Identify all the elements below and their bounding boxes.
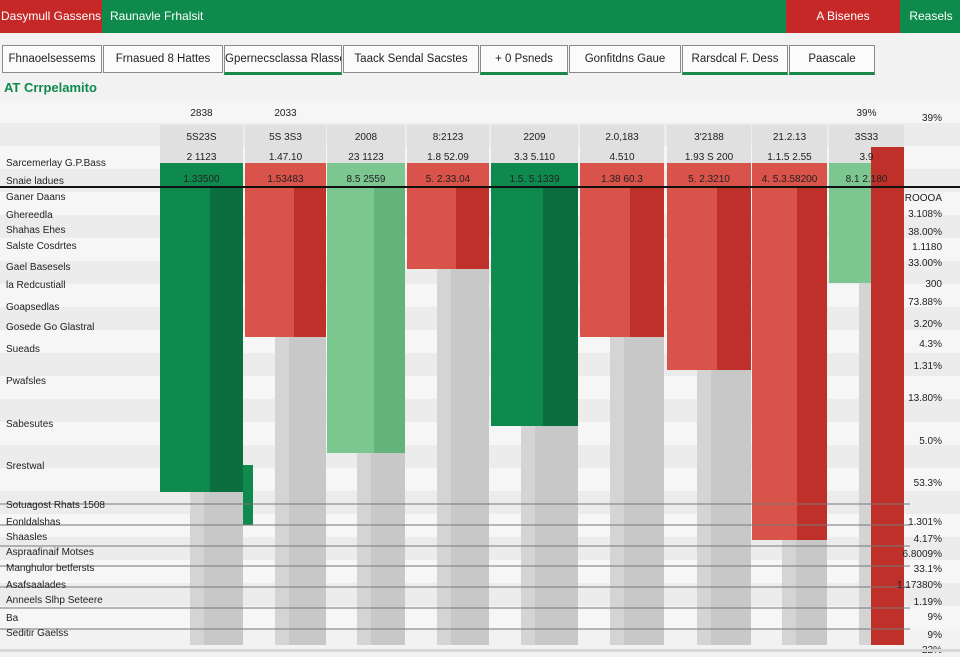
column-header-band bbox=[491, 163, 578, 188]
tab-8[interactable]: Paascale bbox=[789, 45, 875, 75]
tab-bar: Fhnaoelsessems Frnasued 8 Hattes Gpernec… bbox=[0, 45, 960, 75]
gray-column-shade bbox=[289, 337, 326, 645]
gray-column-shade bbox=[711, 370, 751, 645]
value-bar-shade bbox=[456, 188, 489, 269]
gray-column-shade bbox=[535, 426, 578, 645]
gray-column-shade bbox=[204, 492, 243, 645]
column-header-band bbox=[245, 163, 326, 188]
column-header-band bbox=[667, 163, 751, 188]
column-header-band bbox=[407, 163, 489, 188]
gray-column-shade bbox=[796, 540, 827, 645]
column-header-band bbox=[160, 163, 243, 188]
results-button[interactable]: Reasels bbox=[909, 9, 953, 23]
tab-7[interactable]: Rarsdcal F. Dess bbox=[682, 45, 788, 75]
workspace-label[interactable]: Dasymull Gassens bbox=[0, 0, 102, 33]
value-bar-shade bbox=[543, 188, 578, 426]
tab-2[interactable]: Frnasued 8 Hattes bbox=[103, 45, 223, 73]
results-chart bbox=[0, 100, 960, 645]
value-bar-shade bbox=[294, 188, 326, 337]
section-title: AT Crrpelamito bbox=[4, 80, 97, 95]
gray-column-shade bbox=[451, 269, 489, 645]
column-header-band bbox=[580, 163, 664, 188]
column-header-band bbox=[327, 163, 405, 188]
value-bar-shade bbox=[210, 188, 243, 492]
tab-6[interactable]: Gonfitdns Gaue bbox=[569, 45, 681, 73]
column-header-band bbox=[752, 163, 827, 188]
top-navigation-bar: Dasymull Gassens Raunavle Frhalsit A Bis… bbox=[0, 0, 960, 33]
value-bar-shade bbox=[797, 188, 827, 540]
tab-1[interactable]: Fhnaoelsessems bbox=[2, 45, 102, 73]
gray-column-shade bbox=[371, 453, 405, 645]
tab-4[interactable]: Taack Sendal Sacstes bbox=[343, 45, 479, 73]
tab-3[interactable]: Gpernecsclassa Rlasse bbox=[224, 45, 342, 75]
tab-5[interactable]: + 0 Psneds bbox=[480, 45, 568, 75]
value-bar-shade bbox=[374, 188, 405, 453]
gray-column-shade bbox=[624, 337, 664, 645]
bottom-divider bbox=[0, 649, 960, 652]
app-title: Raunavle Frhalsit bbox=[110, 9, 204, 23]
right-red-bar bbox=[871, 147, 904, 645]
value-bar-shade bbox=[717, 188, 751, 370]
background-stripe bbox=[0, 100, 960, 123]
small-green-bar bbox=[243, 465, 253, 525]
value-bar-shade bbox=[630, 188, 664, 337]
alert-button[interactable]: A Bisenes bbox=[786, 0, 900, 33]
